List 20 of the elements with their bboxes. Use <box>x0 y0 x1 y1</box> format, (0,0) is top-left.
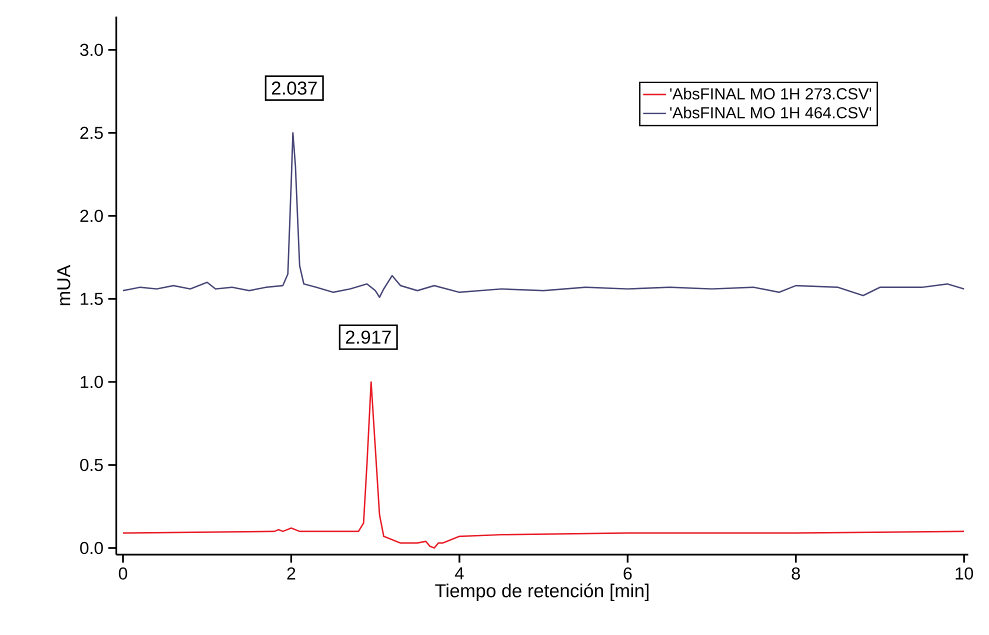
x-tick-label: 8 <box>792 567 800 580</box>
x-axis-title: Tiempo de retención [min] <box>435 583 648 602</box>
y-tick-label: 0.0 <box>80 542 103 554</box>
legend-label: 'AbsFINAL MO 1H 464.CSV' <box>670 106 872 118</box>
x-tick-label: 10 <box>956 567 974 580</box>
y-tick-label: 0.5 <box>80 458 103 472</box>
x-tick-label: 6 <box>624 567 632 580</box>
y-tick-label: 1.0 <box>80 376 103 388</box>
y-tick-label: 2.0 <box>80 210 103 222</box>
legend-label: 'AbsFINAL MO 1H 273.CSV' <box>670 88 872 100</box>
x-tick-label: 4 <box>455 567 464 580</box>
x-tick-label: 2 <box>287 567 296 580</box>
annotation: 2.037 <box>272 82 317 95</box>
y-axis-title: mUA <box>57 264 70 306</box>
y-tick-label: 1.5 <box>80 292 103 305</box>
y-tick-label: 3.0 <box>80 44 103 56</box>
x-tick-label: 0 <box>118 567 128 580</box>
annotation: 2.917 <box>346 330 391 344</box>
line-series <box>122 132 965 298</box>
y-tick-label: 2.5 <box>80 126 103 139</box>
